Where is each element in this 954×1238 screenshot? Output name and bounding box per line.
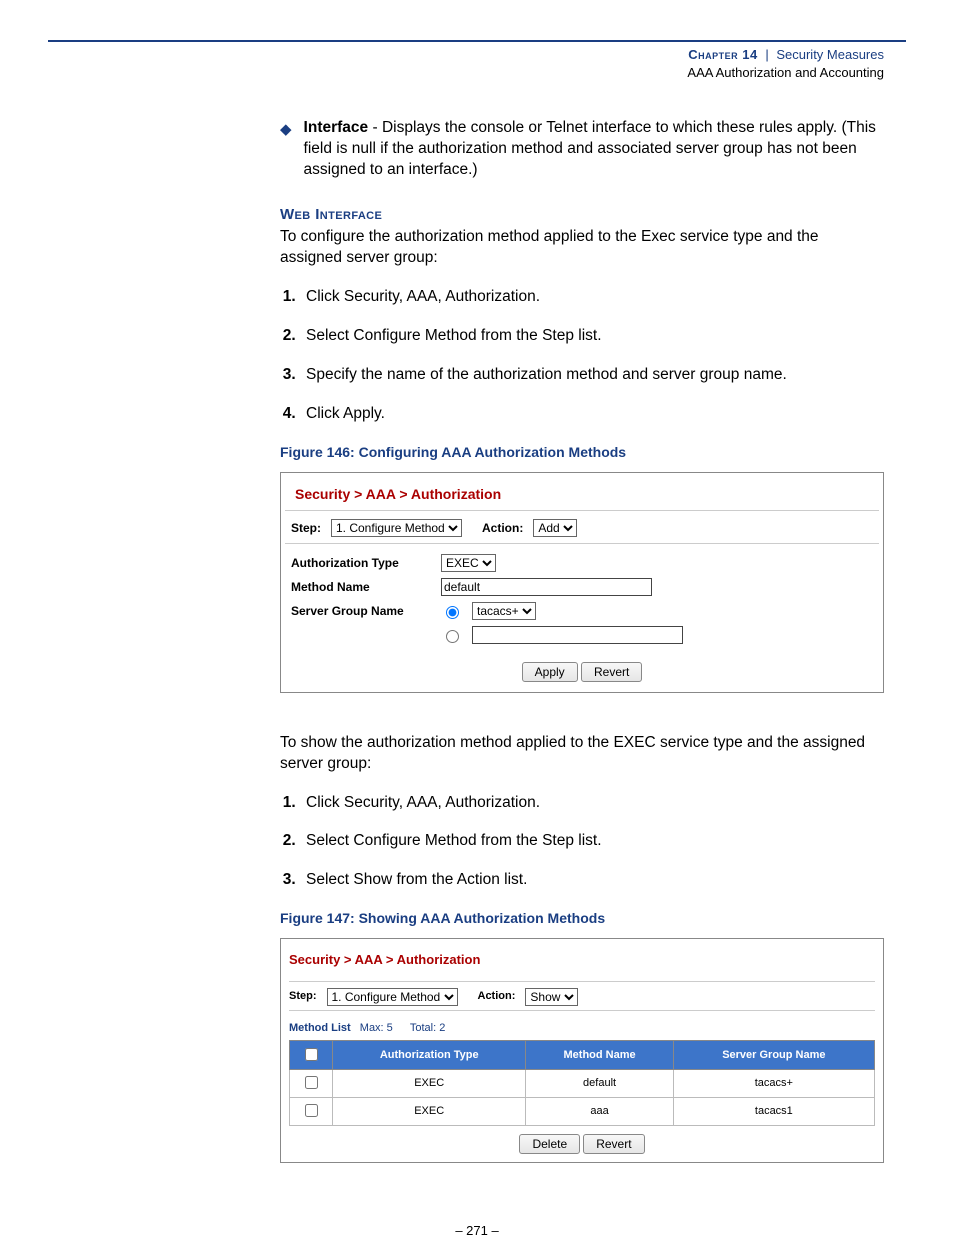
auth-type-select[interactable]: EXEC <box>441 554 496 572</box>
diamond-icon: ◆ <box>280 120 292 140</box>
page-number: – 271 – <box>0 1223 954 1238</box>
step-label: Step: <box>291 520 321 536</box>
server-group-label: Server Group Name <box>291 603 431 619</box>
step-label: Step: <box>289 989 317 1004</box>
section1-steps: Click Security, AAA, Authorization. Sele… <box>280 287 884 425</box>
bullet-interface: ◆ Interface - Displays the console or Te… <box>280 118 884 181</box>
step-item: Click Security, AAA, Authorization. <box>300 287 884 308</box>
revert-button[interactable]: Revert <box>581 662 642 682</box>
step-item: Click Security, AAA, Authorization. <box>300 793 884 814</box>
col-method-name: Method Name <box>526 1040 673 1070</box>
server-group-radio-1[interactable] <box>446 606 459 619</box>
method-table: Authorization Type Method Name Server Gr… <box>289 1040 875 1127</box>
figure-146-caption: Figure 146: Configuring AAA Authorizatio… <box>280 443 884 462</box>
header-title-1: Security Measures <box>776 47 884 62</box>
select-all-checkbox[interactable] <box>305 1048 318 1061</box>
section2-steps: Click Security, AAA, Authorization. Sele… <box>280 793 884 892</box>
header-title-2: AAA Authorization and Accounting <box>687 65 884 80</box>
figure-147-caption: Figure 147: Showing AAA Authorization Me… <box>280 909 884 928</box>
step-item: Select Show from the Action list. <box>300 870 884 891</box>
chapter-label: Chapter 14 <box>688 47 757 62</box>
server-group-select[interactable]: tacacs+ <box>472 602 536 620</box>
server-group-text[interactable] <box>472 626 683 644</box>
action-select[interactable]: Add <box>533 519 577 537</box>
method-list-header: Method List Max: 5 Total: 2 <box>281 1015 883 1040</box>
row-checkbox[interactable] <box>305 1076 318 1089</box>
step-item: Select Configure Method from the Step li… <box>300 326 884 347</box>
server-group-radio-2[interactable] <box>446 630 459 643</box>
breadcrumb: Security > AAA > Authorization <box>289 945 875 975</box>
col-server-group: Server Group Name <box>673 1040 874 1070</box>
row-checkbox[interactable] <box>305 1104 318 1117</box>
step-select[interactable]: 1. Configure Method <box>331 519 462 537</box>
section1-intro: To configure the authorization method ap… <box>280 227 884 269</box>
section2-intro: To show the authorization method applied… <box>280 733 884 775</box>
step-item: Select Configure Method from the Step li… <box>300 831 884 852</box>
action-label: Action: <box>478 989 516 1004</box>
step-item: Click Apply. <box>300 404 884 425</box>
header-checkbox-cell <box>290 1040 333 1070</box>
method-name-label: Method Name <box>291 579 431 595</box>
step-select[interactable]: 1. Configure Method <box>327 988 458 1006</box>
col-auth-type: Authorization Type <box>333 1040 526 1070</box>
figure-146-panel: Security > AAA > Authorization Step: 1. … <box>280 472 884 693</box>
method-name-input[interactable] <box>441 578 652 596</box>
apply-button[interactable]: Apply <box>522 662 578 682</box>
table-row: EXEC default tacacs+ <box>290 1070 875 1098</box>
action-select[interactable]: Show <box>525 988 578 1006</box>
section-web-interface: Web Interface <box>280 205 884 225</box>
figure-147-panel: Security > AAA > Authorization Step: 1. … <box>280 938 884 1163</box>
revert-button[interactable]: Revert <box>583 1134 644 1154</box>
bullet-desc: - Displays the console or Telnet interfa… <box>304 119 876 178</box>
step-item: Specify the name of the authorization me… <box>300 365 884 386</box>
auth-type-label: Authorization Type <box>291 555 431 571</box>
breadcrumb: Security > AAA > Authorization <box>285 479 879 511</box>
delete-button[interactable]: Delete <box>519 1134 580 1154</box>
page-header: Chapter 14 | Security Measures AAA Autho… <box>0 46 884 82</box>
table-row: EXEC aaa tacacs1 <box>290 1098 875 1126</box>
action-label: Action: <box>482 520 523 536</box>
bullet-term: Interface <box>304 119 369 136</box>
